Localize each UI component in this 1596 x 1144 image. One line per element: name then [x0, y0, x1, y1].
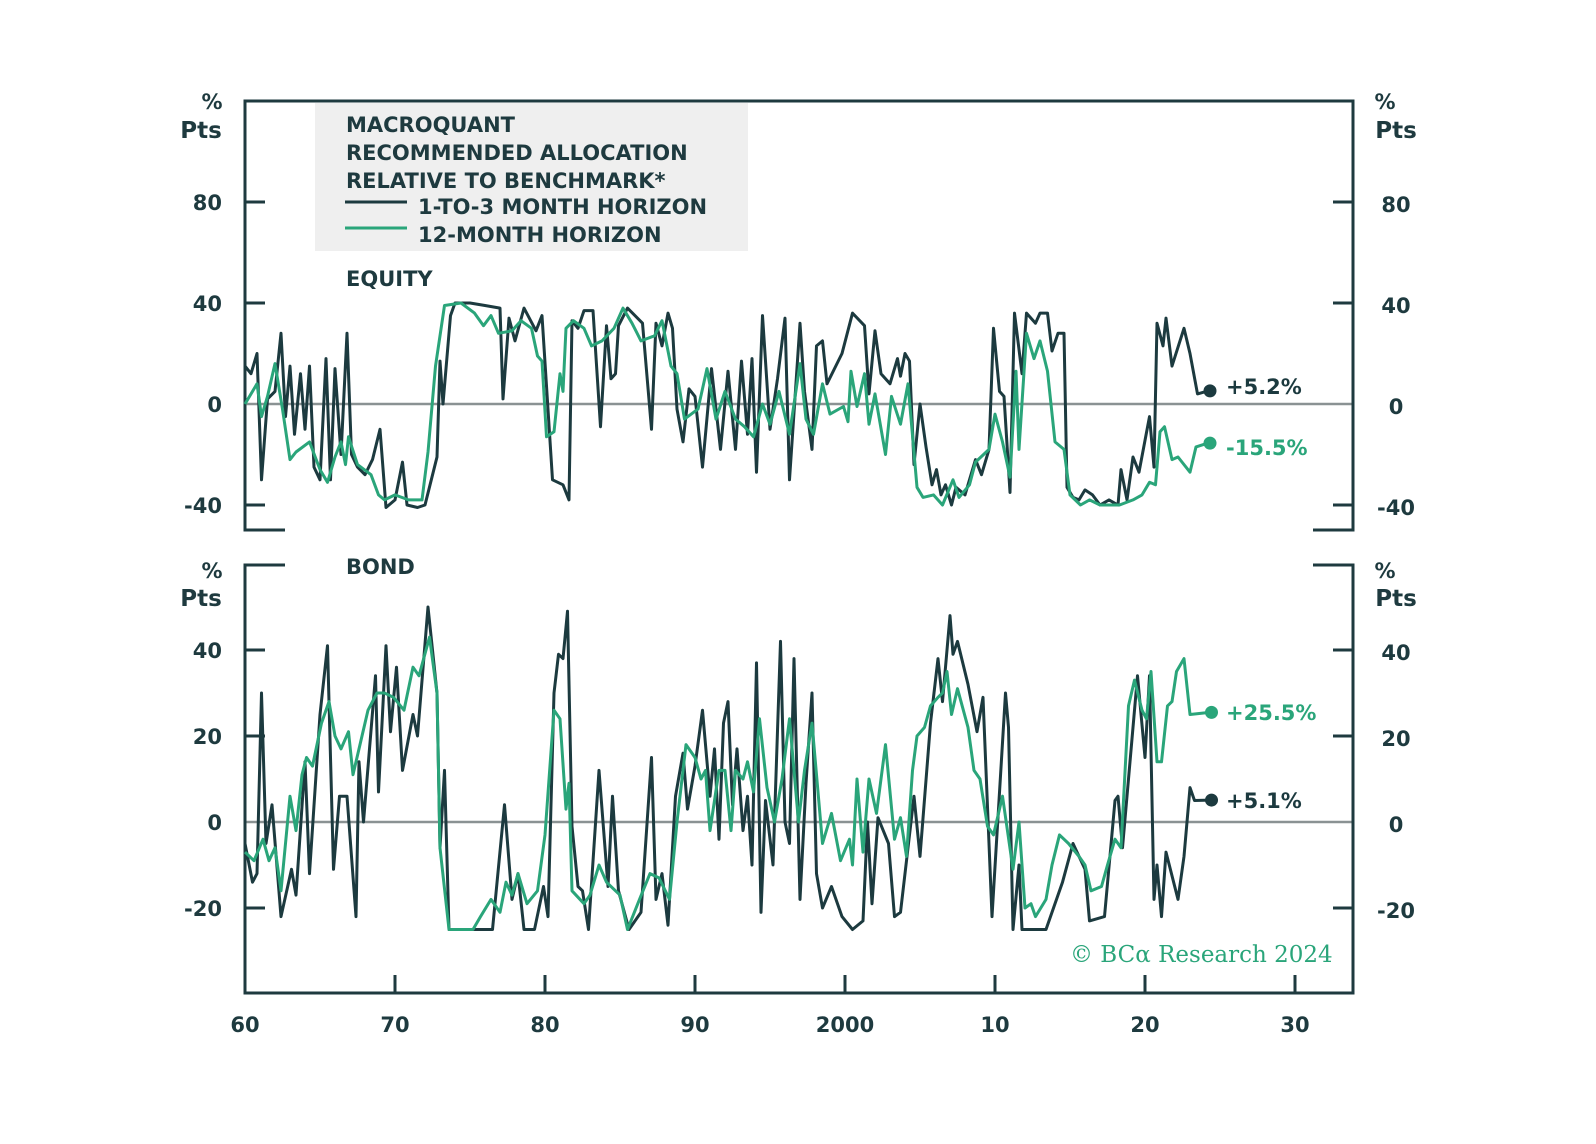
x-tick-label: 70: [380, 1013, 409, 1037]
equity-end-label: +5.2%: [1226, 375, 1302, 399]
bond-1-to-3-month-line: [243, 605, 1210, 931]
bond-right-unit-pts: Pts: [1375, 586, 1417, 612]
bond-left-tick-label: -20: [184, 897, 222, 921]
x-tick-label: 90: [680, 1013, 709, 1037]
x-tick-label: 10: [980, 1013, 1009, 1037]
bond-dark-end-marker: [1205, 793, 1218, 807]
x-tick-label: 80: [530, 1013, 559, 1037]
bond-right-tick-label: 20: [1381, 727, 1410, 751]
equity-right-unit-percent: %: [1374, 90, 1395, 114]
x-tick-label: 60: [230, 1013, 259, 1037]
x-tick-label: 2000: [816, 1013, 874, 1037]
bond-end-label: +5.1%: [1226, 789, 1302, 813]
copyright-logo: © BCα Research 2024: [1070, 942, 1333, 968]
bond-end-label: +25.5%: [1226, 701, 1316, 725]
equity-left-tick-label: -40: [184, 494, 222, 518]
bond-frame: [243, 563, 1355, 995]
equity-left-tick-label: 40: [193, 292, 222, 316]
equity-1-to-3-month-line: [243, 301, 1209, 509]
equity-left-tick-label: 0: [207, 393, 222, 417]
equity-frame: [243, 99, 1355, 532]
equity-panel-title: EQUITY: [346, 267, 433, 291]
equity-end-label: -15.5%: [1226, 436, 1308, 460]
bond-left-unit-pts: Pts: [180, 586, 222, 612]
bond-right-tick-label: -20: [1377, 899, 1415, 923]
equity-dark-end-marker: [1203, 384, 1217, 398]
legend-title-line-3: RELATIVE TO BENCHMARK*: [346, 169, 666, 193]
equity-right-unit-pts: Pts: [1375, 118, 1417, 144]
equity-left-tick-label: 80: [193, 191, 222, 215]
bond-left-tick-label: 20: [193, 725, 222, 749]
bond-left-tick-label: 40: [193, 639, 222, 663]
equity-right-tick-label: 0: [1389, 395, 1404, 419]
bond-left-unit-percent: %: [201, 559, 222, 583]
bond-green-end-marker: [1205, 705, 1218, 719]
bond-right-unit-percent: %: [1374, 559, 1395, 583]
equity-right-tick-label: 80: [1381, 193, 1410, 217]
bond-panel: 40 40 20 20 0 0 -20 -20% Pts% Pts +25.5% +5.1%: [180, 559, 1417, 995]
equity-12-month-line: [243, 301, 1209, 507]
equity-right-tick-label: -40: [1377, 496, 1415, 520]
x-tick-label: 30: [1280, 1013, 1309, 1037]
legend-title-line-2: RECOMMENDED ALLOCATION: [346, 141, 688, 165]
legend-title-line-1: MACROQUANT: [346, 113, 516, 137]
legend-label-12-month-horizon: 12-MONTH HORIZON: [418, 223, 662, 247]
equity-left-unit-pts: Pts: [180, 118, 222, 144]
equity-panel: 80 80 40 40 0 0 -40 -40% Pts% Pts +5.2% -15.5%: [180, 90, 1417, 532]
legend-label-short-horizon: 1-TO-3 MONTH HORIZON: [418, 195, 707, 219]
bond-panel-title: BOND: [346, 555, 415, 579]
equity-green-end-marker: [1203, 436, 1217, 450]
equity-right-tick-label: 40: [1381, 294, 1410, 318]
bond-12-month-line: [243, 635, 1210, 931]
x-tick-label: 20: [1130, 1013, 1159, 1037]
legend-background: [315, 103, 748, 251]
bond-right-tick-label: 0: [1389, 813, 1404, 837]
legend: MACROQUANT RECOMMENDED ALLOCATION RELATI…: [315, 103, 748, 251]
equity-left-unit-percent: %: [201, 90, 222, 114]
bond-left-tick-label: 0: [207, 811, 222, 835]
bond-right-tick-label: 40: [1381, 641, 1410, 665]
